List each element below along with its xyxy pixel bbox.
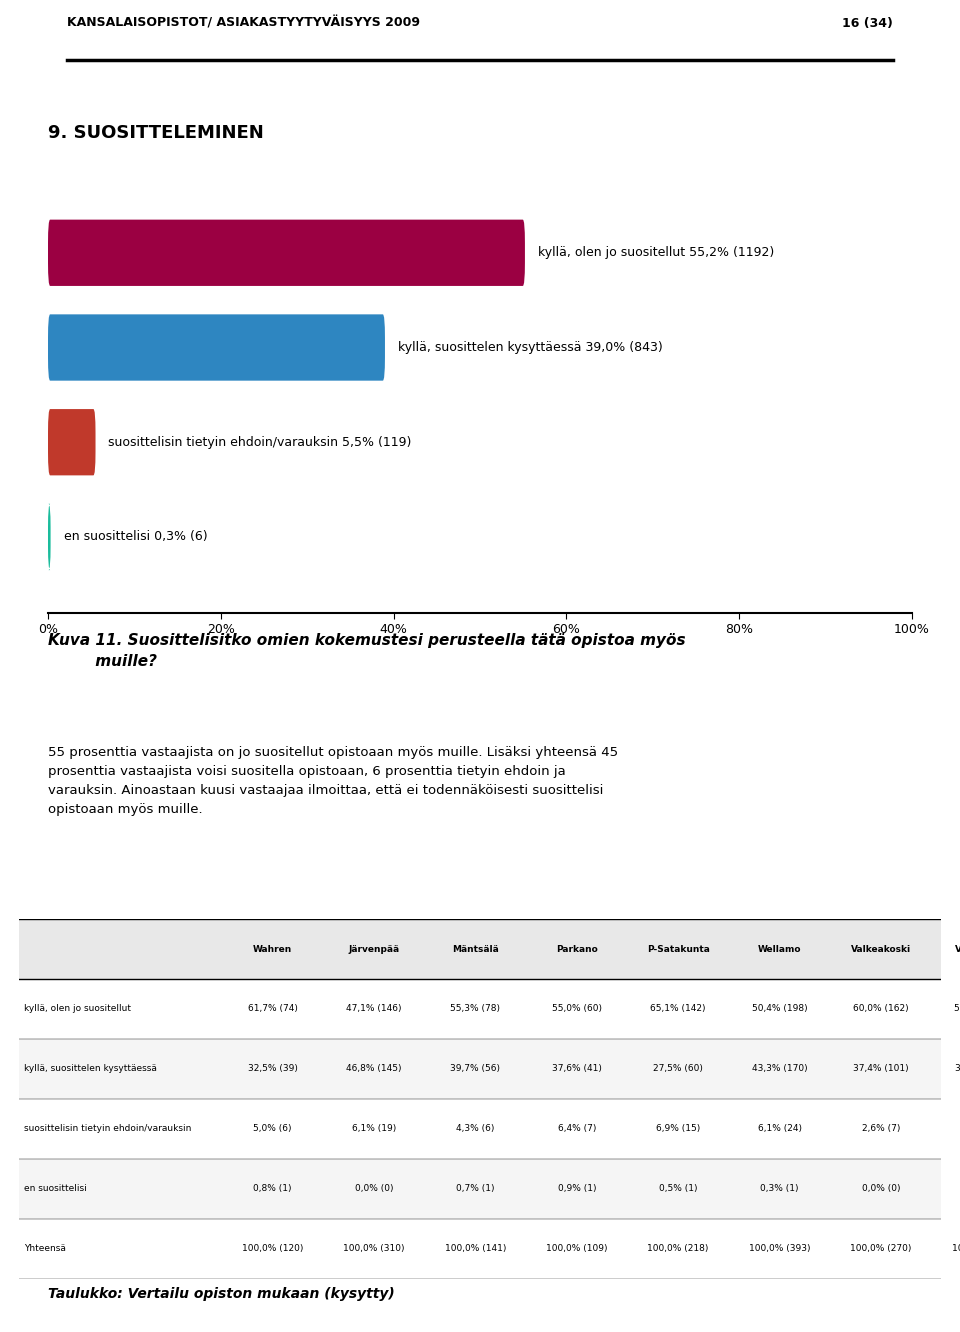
Text: 6,4% (7): 6,4% (7) bbox=[558, 1124, 596, 1134]
Text: 6,1% (24): 6,1% (24) bbox=[757, 1124, 802, 1134]
Text: 38,6% (228): 38,6% (228) bbox=[954, 1064, 960, 1074]
Text: 27,5% (60): 27,5% (60) bbox=[653, 1064, 703, 1074]
Text: kyllä, olen jo suositellut: kyllä, olen jo suositellut bbox=[24, 1004, 131, 1014]
Text: kyllä, suosittelen kysyttäessä 39,0% (843): kyllä, suosittelen kysyttäessä 39,0% (84… bbox=[398, 341, 662, 354]
Text: 5,0% (6): 5,0% (6) bbox=[253, 1124, 292, 1134]
Bar bbox=[19, 979, 941, 1039]
Text: Kuva 11. Suosittelisitko omien kokemustesi perusteella tätä opistoa myös
       : Kuva 11. Suosittelisitko omien kokemuste… bbox=[48, 633, 685, 669]
Text: 37,4% (101): 37,4% (101) bbox=[853, 1064, 909, 1074]
Text: 47,1% (146): 47,1% (146) bbox=[347, 1004, 402, 1014]
Text: kyllä, olen jo suositellut 55,2% (1192): kyllä, olen jo suositellut 55,2% (1192) bbox=[538, 246, 774, 260]
Text: 60,0% (162): 60,0% (162) bbox=[853, 1004, 909, 1014]
Text: 50,4% (198): 50,4% (198) bbox=[752, 1004, 807, 1014]
FancyBboxPatch shape bbox=[48, 409, 96, 476]
Text: 0,9% (1): 0,9% (1) bbox=[558, 1184, 596, 1193]
Bar bbox=[19, 1099, 941, 1159]
Text: 100,0% (591): 100,0% (591) bbox=[951, 1244, 960, 1253]
Text: 55 prosenttia vastaajista on jo suositellut opistoaan myös muille. Lisäksi yhtee: 55 prosenttia vastaajista on jo suositel… bbox=[48, 746, 618, 817]
Text: 100,0% (218): 100,0% (218) bbox=[647, 1244, 708, 1253]
Text: 55,0% (60): 55,0% (60) bbox=[552, 1004, 602, 1014]
Text: 0,0% (0): 0,0% (0) bbox=[862, 1184, 900, 1193]
Text: Järvenpää: Järvenpää bbox=[348, 944, 399, 954]
Text: 0,3% (1): 0,3% (1) bbox=[760, 1184, 799, 1193]
Text: 100,0% (310): 100,0% (310) bbox=[344, 1244, 405, 1253]
Text: Wellamo: Wellamo bbox=[757, 944, 802, 954]
Text: 61,7% (74): 61,7% (74) bbox=[248, 1004, 298, 1014]
Bar bbox=[19, 1219, 941, 1279]
Text: 32,5% (39): 32,5% (39) bbox=[248, 1064, 298, 1074]
Text: Taulukko: Vertailu opiston mukaan (kysytty): Taulukko: Vertailu opiston mukaan (kysyt… bbox=[48, 1287, 395, 1301]
Text: P-Satakunta: P-Satakunta bbox=[647, 944, 709, 954]
Text: Vanajavesi: Vanajavesi bbox=[955, 944, 960, 954]
Text: Yhteensä: Yhteensä bbox=[24, 1244, 65, 1253]
Text: 100,0% (141): 100,0% (141) bbox=[444, 1244, 506, 1253]
Text: Mäntsälä: Mäntsälä bbox=[452, 944, 499, 954]
Text: 55,3% (327): 55,3% (327) bbox=[954, 1004, 960, 1014]
Text: Valkeakoski: Valkeakoski bbox=[851, 944, 911, 954]
Text: 6,9% (15): 6,9% (15) bbox=[656, 1124, 700, 1134]
Text: 37,6% (41): 37,6% (41) bbox=[552, 1064, 602, 1074]
Text: suosittelisin tietyin ehdoin/varauksin 5,5% (119): suosittelisin tietyin ehdoin/varauksin 5… bbox=[108, 436, 412, 449]
Text: 0,8% (1): 0,8% (1) bbox=[253, 1184, 292, 1193]
Text: 6,1% (19): 6,1% (19) bbox=[352, 1124, 396, 1134]
Text: 100,0% (393): 100,0% (393) bbox=[749, 1244, 810, 1253]
Text: en suosittelisi: en suosittelisi bbox=[24, 1184, 86, 1193]
Text: 39,7% (56): 39,7% (56) bbox=[450, 1064, 500, 1074]
Text: Parkano: Parkano bbox=[556, 944, 598, 954]
Text: 100,0% (270): 100,0% (270) bbox=[851, 1244, 912, 1253]
Bar bbox=[19, 919, 941, 979]
Text: Wahren: Wahren bbox=[253, 944, 292, 954]
Text: KANSALAISOPISTOT/ ASIAKASTYYTYVÄISYYS 2009: KANSALAISOPISTOT/ ASIAKASTYYTYVÄISYYS 20… bbox=[67, 17, 420, 29]
Text: 4,3% (6): 4,3% (6) bbox=[456, 1124, 494, 1134]
Text: kyllä, suosittelen kysyttäessä: kyllä, suosittelen kysyttäessä bbox=[24, 1064, 156, 1074]
Text: 16 (34): 16 (34) bbox=[842, 17, 893, 29]
Text: 0,5% (1): 0,5% (1) bbox=[659, 1184, 697, 1193]
Bar bbox=[19, 1159, 941, 1219]
Text: 0,0% (0): 0,0% (0) bbox=[355, 1184, 394, 1193]
FancyBboxPatch shape bbox=[48, 503, 51, 570]
Text: en suosittelisi 0,3% (6): en suosittelisi 0,3% (6) bbox=[63, 530, 207, 543]
Bar bbox=[19, 1039, 941, 1099]
Text: 100,0% (109): 100,0% (109) bbox=[546, 1244, 608, 1253]
Text: 46,8% (145): 46,8% (145) bbox=[347, 1064, 402, 1074]
Text: 55,3% (78): 55,3% (78) bbox=[450, 1004, 500, 1014]
Text: 65,1% (142): 65,1% (142) bbox=[650, 1004, 706, 1014]
Text: 100,0% (120): 100,0% (120) bbox=[242, 1244, 303, 1253]
Text: 9. SUOSITTELEMINEN: 9. SUOSITTELEMINEN bbox=[48, 124, 264, 143]
Text: 43,3% (170): 43,3% (170) bbox=[752, 1064, 807, 1074]
FancyBboxPatch shape bbox=[48, 314, 385, 381]
Text: suosittelisin tietyin ehdoin/varauksin: suosittelisin tietyin ehdoin/varauksin bbox=[24, 1124, 191, 1134]
FancyBboxPatch shape bbox=[48, 220, 525, 286]
Text: 0,7% (1): 0,7% (1) bbox=[456, 1184, 494, 1193]
Text: 2,6% (7): 2,6% (7) bbox=[862, 1124, 900, 1134]
